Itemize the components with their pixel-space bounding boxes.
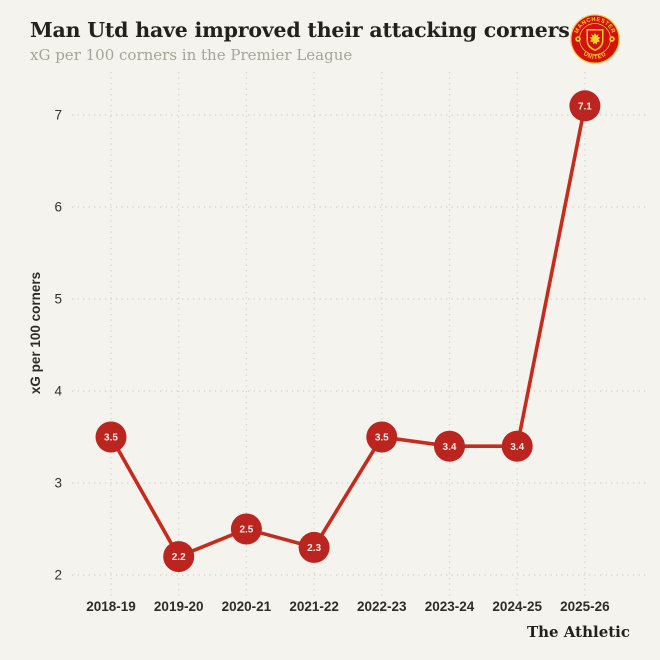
data-point-2022-23 [366, 421, 398, 453]
data-point-2018-19 [95, 421, 127, 453]
data-point-2023-24 [434, 430, 465, 462]
y-tick-label: 4 [54, 384, 62, 399]
x-tick-label-2021-22: 2021-22 [289, 599, 339, 614]
data-point-label: 2.5 [239, 525, 253, 536]
the-athletic-brand: The Athletic [526, 623, 630, 641]
x-tick-label-2025-26: 2025-26 [560, 599, 610, 614]
data-point-2019-20 [163, 541, 195, 573]
data-point-label: 3.4 [510, 442, 524, 453]
data-point-label: 3.5 [375, 433, 389, 444]
chart-title: Man Utd have improved their attacking co… [30, 18, 570, 42]
data-point-label: 2.2 [172, 552, 186, 563]
data-point-2025-26 [569, 90, 601, 122]
data-point-label: 7.1 [578, 101, 592, 112]
y-tick-label: 6 [54, 200, 62, 215]
series-line [109, 104, 587, 559]
manchester-united-crest-icon: MANCHESTER UNITED [570, 14, 620, 64]
x-tick-label-2018-19: 2018-19 [86, 599, 136, 614]
data-point-2024-25 [501, 430, 533, 462]
y-tick-label: 3 [54, 476, 62, 491]
data-point-label: 3.4 [443, 442, 457, 453]
data-point-2020-21 [230, 513, 262, 545]
x-tick-label-2023-24: 2023-24 [425, 599, 475, 614]
data-point-markers: 3.5 2.2 2.5 2.3 3.5 3.4 3.4 7.1 [95, 90, 601, 573]
y-tick-label: 5 [54, 292, 62, 307]
y-tick-label: 2 [54, 568, 62, 583]
x-tick-label-2019-20: 2019-20 [154, 599, 204, 614]
x-tick-label-2022-23: 2022-23 [357, 599, 407, 614]
x-tick-label-2020-21: 2020-21 [222, 599, 272, 614]
axis-tick-labels: 2 3 4 5 6 7 2018-19 2019-20 2020-21 2021-22 2022-2… [54, 108, 610, 615]
x-tick-label-2024-25: 2024-25 [492, 599, 542, 614]
line-series [109, 104, 587, 559]
chart-subtitle: xG per 100 corners in the Premier League [30, 46, 353, 64]
data-point-label: 2.3 [307, 543, 321, 554]
crest-devil-icon [589, 33, 601, 45]
y-axis-title: xG per 100 corners [28, 272, 43, 394]
y-tick-label: 7 [54, 108, 62, 123]
data-point-label: 3.5 [104, 433, 118, 444]
svg-text:UNITED: UNITED [582, 51, 608, 61]
data-point-2021-22 [298, 531, 330, 563]
